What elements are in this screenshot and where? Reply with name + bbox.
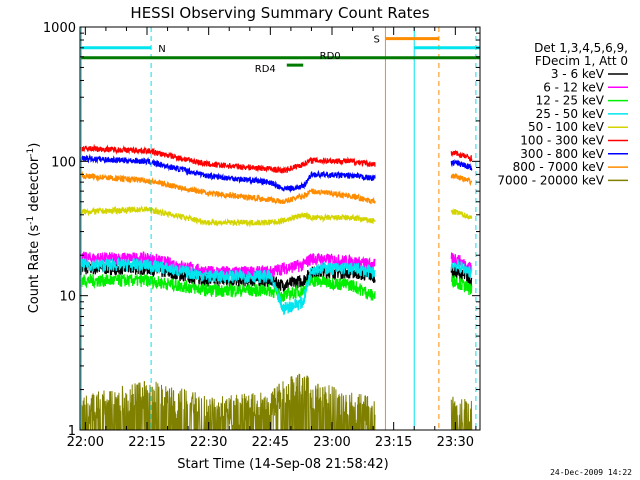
y-axis-label-sup2: -1	[26, 148, 36, 157]
flag-label-s: S	[373, 35, 379, 46]
legend: Det 1,3,4,5,6,9, FDecim 1, Att 0 3 - 6 k…	[497, 41, 628, 187]
series-layer	[80, 143, 473, 431]
y-axis-label-sup1: -1	[26, 216, 36, 225]
legend-header-line1: Det 1,3,4,5,6,9,	[534, 41, 628, 55]
y-axis-label: Count Rate (s-1 detector-1)	[26, 143, 42, 314]
legend-label-7: 800 - 7000 keV	[513, 160, 605, 174]
x-tick-label-2: 22:30	[190, 435, 227, 450]
x-axis-label: Start Time (14-Sep-08 21:58:42)	[177, 457, 388, 472]
series-line-800-7000-kev	[81, 170, 473, 205]
legend-label-4: 50 - 100 keV	[528, 120, 605, 134]
x-tick-label-3: 22:45	[252, 435, 289, 450]
x-tick-label-0: 22:00	[67, 435, 104, 450]
plot-frame	[79, 26, 481, 431]
series-line-100-300-kev	[80, 143, 473, 174]
legend-label-3: 25 - 50 keV	[536, 107, 605, 121]
y-tick-label-0: 1	[68, 424, 76, 439]
y-axis-label-part3: )	[27, 143, 42, 148]
flag-label-rd4: RD4	[255, 64, 276, 75]
flag-layer: N S RD0 RD4	[80, 27, 480, 430]
legend-label-8: 7000 - 20000 keV	[497, 173, 604, 187]
chart-title: HESSI Observing Summary Count Rates	[130, 4, 429, 22]
series-line-12-25-kev	[80, 273, 473, 303]
y-axis-label-part1: Count Rate (s	[27, 225, 42, 314]
legend-label-1: 6 - 12 keV	[543, 80, 605, 94]
flag-label-n: N	[158, 44, 165, 55]
series-line-25-50-kev	[80, 256, 473, 316]
y-axis-label-part2: detector	[27, 156, 42, 216]
legend-label-2: 12 - 25 keV	[536, 94, 605, 108]
legend-label-5: 100 - 300 keV	[520, 134, 604, 148]
flag-label-rd0: RD0	[320, 51, 341, 62]
x-tick-label-1: 22:15	[128, 435, 165, 450]
x-tick-label-5: 23:15	[375, 435, 412, 450]
y-tick-label-1: 10	[59, 290, 76, 305]
legend-header-line2: FDecim 1, Att 0	[535, 54, 628, 68]
series-line-50-100-kev	[80, 205, 473, 228]
footer-date: 24-Dec-2009 14:22	[550, 468, 632, 477]
legend-label-6: 300 - 800 keV	[520, 147, 604, 161]
axis-layer: 22:00 22:15 22:30 22:45 23:00 23:15 23:30 1 10 10…	[43, 21, 480, 450]
series-line-7000-20000-kev	[80, 373, 473, 431]
x-tick-label-6: 23:30	[437, 435, 474, 450]
series-line-300-800-kev	[80, 153, 473, 193]
legend-label-0: 3 - 6 keV	[551, 67, 605, 81]
y-tick-label-2: 100	[51, 155, 76, 170]
x-tick-label-4: 23:00	[313, 435, 350, 450]
y-tick-label-3: 1000	[43, 21, 76, 36]
